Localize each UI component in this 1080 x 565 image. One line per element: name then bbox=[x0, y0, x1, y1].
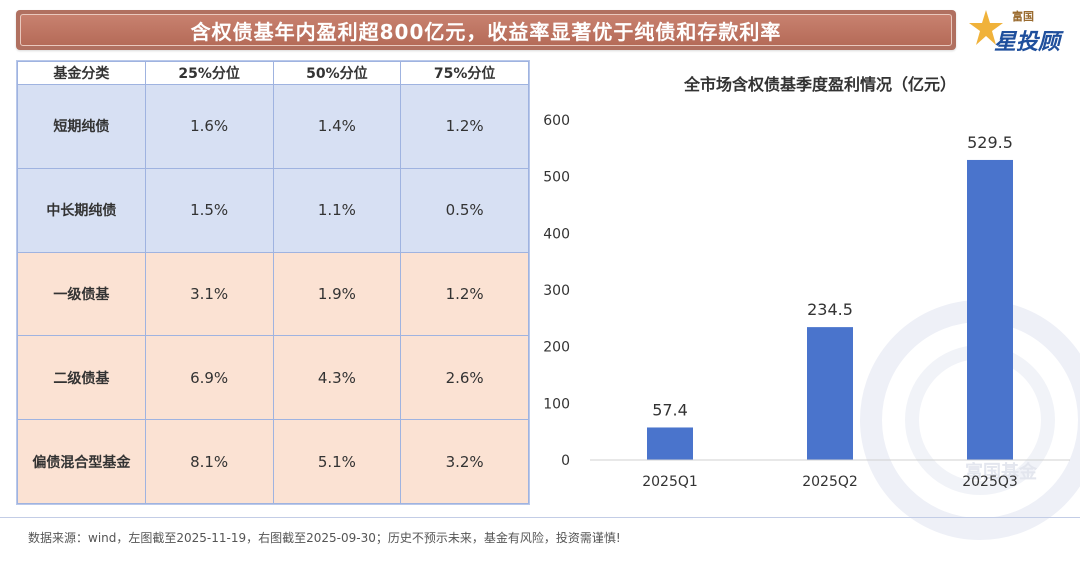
profit-chart: 全市场含权债基季度盈利情况（亿元） 0 100 200 300 400 500 600 57… bbox=[530, 60, 1080, 505]
header-p25: 25%分位 bbox=[144, 61, 274, 85]
y-tick-label: 0 bbox=[561, 453, 570, 469]
y-tick-label: 600 bbox=[543, 113, 570, 129]
row-p25: 1.5% bbox=[144, 167, 274, 253]
bar-series: 57.4 234.5 529.5 bbox=[647, 133, 1013, 460]
x-tick-label: 2025Q3 bbox=[962, 474, 1018, 490]
page-title: 含权债基年内盈利超800亿元，收益率显著优于纯债和存款利率 bbox=[190, 19, 782, 44]
y-tick-label: 400 bbox=[543, 226, 570, 242]
row-p75: 3.2% bbox=[400, 419, 529, 504]
chart-title: 全市场含权债基季度盈利情况（亿元） bbox=[683, 75, 956, 94]
row-p25: 1.6% bbox=[144, 84, 274, 169]
row-p75: 1.2% bbox=[400, 251, 529, 337]
table-row: 二级债基 6.9% 4.3% 2.6% bbox=[17, 335, 529, 421]
row-category: 二级债基 bbox=[17, 335, 146, 421]
header-p50: 50%分位 bbox=[272, 61, 402, 85]
x-tick-label: 2025Q1 bbox=[642, 474, 698, 490]
header-category: 基金分类 bbox=[17, 61, 146, 85]
watermark-text: 富国基金 bbox=[965, 462, 1037, 483]
row-category: 偏债混合型基金 bbox=[17, 419, 146, 504]
row-p75: 2.6% bbox=[400, 335, 529, 421]
row-category: 短期纯债 bbox=[17, 84, 146, 169]
row-category: 一级债基 bbox=[17, 251, 146, 337]
table-row: 短期纯债 1.6% 1.4% 1.2% bbox=[17, 84, 529, 169]
y-tick-label: 100 bbox=[543, 396, 570, 412]
row-p50: 4.3% bbox=[272, 335, 402, 421]
star-icon bbox=[969, 10, 1003, 45]
header-p75: 75%分位 bbox=[400, 61, 529, 85]
row-p50: 1.4% bbox=[272, 84, 402, 169]
logo-top-text: 富国 bbox=[1012, 10, 1034, 23]
row-category: 中长期纯债 bbox=[17, 167, 146, 253]
logo-main-text: 星投顾 bbox=[994, 30, 1061, 55]
x-tick-label: 2025Q2 bbox=[802, 474, 858, 490]
row-p25: 3.1% bbox=[144, 251, 274, 337]
table-row: 偏债混合型基金 8.1% 5.1% 3.2% bbox=[17, 419, 529, 504]
title-banner: 含权债基年内盈利超800亿元，收益率显著优于纯债和存款利率 bbox=[16, 10, 956, 50]
x-axis: 2025Q1 2025Q2 2025Q3 bbox=[590, 459, 1070, 490]
bar-2025Q2 bbox=[807, 327, 853, 460]
row-p75: 1.2% bbox=[400, 84, 529, 169]
table-row: 中长期纯债 1.5% 1.1% 0.5% bbox=[17, 167, 529, 253]
row-p50: 5.1% bbox=[272, 419, 402, 504]
bar-chart: 全市场含权债基季度盈利情况（亿元） 0 100 200 300 400 500 600 57… bbox=[543, 75, 1070, 490]
table-row: 一级债基 3.1% 1.9% 1.2% bbox=[17, 251, 529, 337]
footer-divider bbox=[0, 517, 1080, 518]
bar-2025Q3 bbox=[967, 159, 1013, 460]
y-tick-label: 300 bbox=[543, 283, 570, 299]
y-tick-label: 200 bbox=[543, 340, 570, 356]
data-label: 57.4 bbox=[652, 400, 688, 419]
footer-note: 数据来源：wind，左图截至2025-11-19，右图截至2025-09-30；… bbox=[28, 531, 621, 545]
row-p50: 1.9% bbox=[272, 251, 402, 337]
bar-2025Q1 bbox=[647, 427, 693, 460]
y-tick-label: 500 bbox=[543, 170, 570, 186]
row-p75: 0.5% bbox=[400, 167, 529, 253]
brand-logo: 富国 星投顾 bbox=[968, 6, 1068, 55]
row-p25: 6.9% bbox=[144, 335, 274, 421]
row-p50: 1.1% bbox=[272, 167, 402, 253]
data-label: 234.5 bbox=[807, 300, 853, 319]
y-axis: 0 100 200 300 400 500 600 bbox=[543, 113, 570, 469]
row-p25: 8.1% bbox=[144, 419, 274, 504]
table-header-row: 基金分类 25%分位 50%分位 75%分位 bbox=[17, 61, 529, 85]
data-label: 529.5 bbox=[967, 133, 1013, 152]
percentile-table: 基金分类 25%分位 50%分位 75%分位 短期纯债 1.6% 1.4% 1.… bbox=[16, 60, 530, 505]
